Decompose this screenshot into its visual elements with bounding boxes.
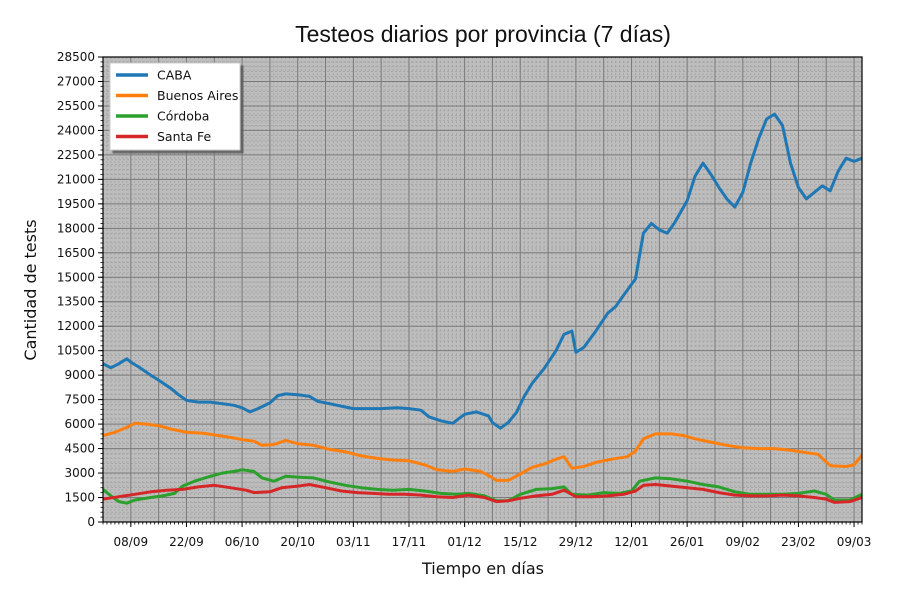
x-tick-label: 29/12 [559,535,594,549]
series-group [103,112,862,505]
legend-label-caba: CABA [157,68,192,83]
y-tick-label: 16500 [57,246,95,260]
y-tick-label: 21000 [57,172,95,186]
x-tick-label: 26/01 [670,535,705,549]
y-tick-label: 1500 [64,491,95,505]
x-tick-label: 01/12 [447,535,482,549]
y-tick-label: 13500 [57,295,95,309]
x-tick-label: 17/11 [392,535,427,549]
x-tick-label: 15/12 [503,535,538,549]
y-tick-label: 12000 [57,319,95,333]
plot-frame [102,56,863,523]
legend: CABA Buenos Aires Córdoba Santa Fe [109,62,241,151]
chart-title: Testeos diarios por provincia (7 días) [295,21,671,47]
y-axis-label: Cantidad de tests [21,219,40,360]
x-tick-label: 09/03 [837,535,872,549]
y-tick-label: 15000 [57,270,95,284]
x-tick-label: 09/02 [725,535,760,549]
x-tick-label: 22/09 [169,535,204,549]
x-tick-label: 12/01 [614,535,649,549]
x-tick-label: 23/02 [781,535,816,549]
y-tick-label: 3000 [64,466,95,480]
legend-label-c-rdoba: Córdoba [157,109,209,124]
y-tick-label: 9000 [64,368,95,382]
y-tick-label: 10500 [57,344,95,358]
y-tick-label: 28500 [57,50,95,64]
x-tick-label: 08/09 [114,535,149,549]
y-tick-label: 18000 [57,221,95,235]
x-tick-label: 03/11 [336,535,371,549]
y-tick-label: 6000 [64,417,95,431]
y-tick-label: 25500 [57,99,95,113]
series-line-caba [103,112,862,430]
series-line-buenos-aires [103,421,862,482]
y-tick-label: 22500 [57,148,95,162]
y-tick-label: 27000 [57,74,95,88]
y-tick-label: 4500 [64,442,95,456]
x-axis-label: Tiempo en días [421,559,544,578]
legend-label-santa-fe: Santa Fe [157,129,212,144]
grid-lines [103,57,862,522]
series-line-santa-fe [103,483,862,504]
legend-label-buenos-aires: Buenos Aires [157,88,238,103]
y-tick-label: 7500 [64,393,95,407]
y-tick-label: 24000 [57,123,95,137]
y-tick-label: 0 [87,515,95,529]
x-tick-label: 06/10 [225,535,260,549]
x-tick-label: 20/10 [280,535,315,549]
y-tick-label: 19500 [57,197,95,211]
